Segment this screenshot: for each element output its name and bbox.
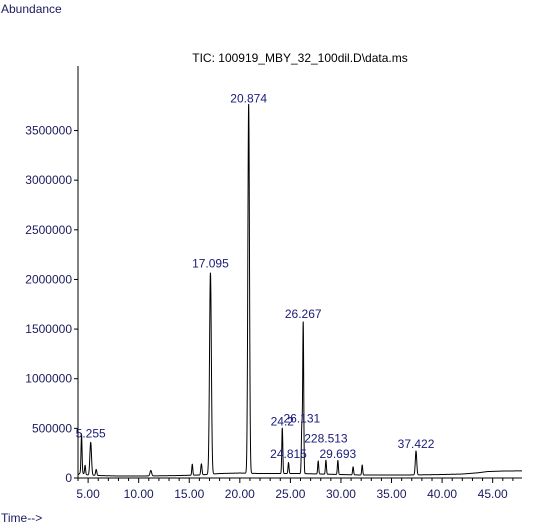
peak-label-group: 5.255 17.095 20.874 24.226.131 26.267 24.815 2… [76,92,435,461]
peak-label: 20.874 [230,92,267,106]
x-tick-label: 20.00 [225,487,255,501]
y-tick-label: 0 [65,471,72,485]
peak-label: 24.2 [271,414,295,428]
x-tick-label: 15.00 [174,487,204,501]
x-tick-label: 35.00 [377,487,407,501]
y-tick-label: 500000 [32,421,72,435]
peak-label: 5.255 [76,426,106,440]
y-tick-label: 2500000 [25,223,72,237]
chart-title: TIC: 100919_MBY_32_100dil.D\data.ms [192,51,407,65]
y-tick-group: 0 500000 1000000 1500000 2000000 2500000 30000… [25,124,78,485]
peak-label: 37.422 [398,437,435,451]
y-tick-label: 3000000 [25,173,72,187]
peak-label: 26.267 [285,307,322,321]
x-tick-label: 10.00 [124,487,154,501]
y-axis-label: Abundance [1,2,62,16]
x-tick-label: 5.00 [76,487,100,501]
peak-label: 24.815 [270,447,307,461]
trace-group [77,103,522,477]
y-tick-label: 2000000 [25,272,72,286]
peak-label: 228.513 [304,431,348,445]
y-tick-label: 1000000 [25,372,72,386]
x-tick-label: 40.00 [427,487,457,501]
x-axis-label: Time--> [1,511,42,525]
y-tick-label: 3500000 [25,124,72,138]
x-tick-label: 25.00 [275,487,305,501]
peak-label: 26.131 [283,411,320,425]
peak-label: 17.095 [192,257,229,271]
peak-label: 29.693 [320,447,357,461]
x-tick-label: 30.00 [326,487,356,501]
tic-trace-line [77,103,522,477]
x-tick-label: 45.00 [478,487,508,501]
x-tick-group: 5.00 10.00 15.00 20.00 25.00 30.00 35.00 40.00 4… [76,478,514,501]
y-tick-label: 1500000 [25,322,72,336]
